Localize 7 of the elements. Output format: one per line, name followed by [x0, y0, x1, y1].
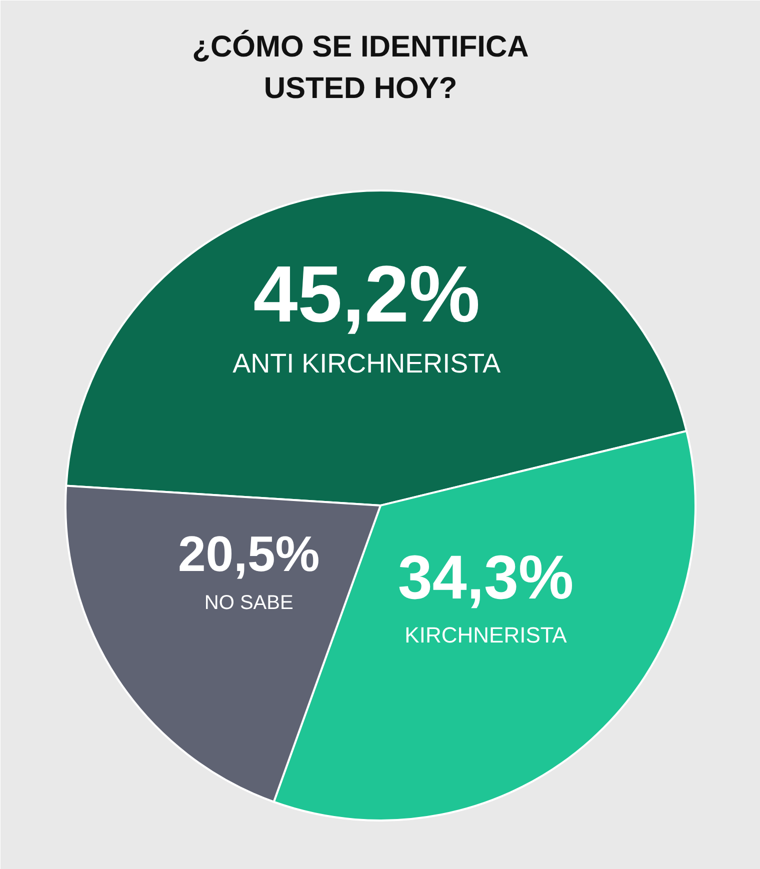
data-label: 34,3%	[398, 544, 574, 613]
slice-label: KIRCHNERISTA	[404, 622, 568, 648]
slice-label: NO SABE	[204, 592, 294, 614]
data-label: 45,2%	[253, 250, 480, 339]
chart-title: ¿CÓMO SE IDENTIFICA USTED HOY?	[192, 30, 529, 105]
data-label: 20,5%	[178, 526, 320, 582]
slice-label: ANTI KIRCHNERISTA	[232, 348, 501, 379]
